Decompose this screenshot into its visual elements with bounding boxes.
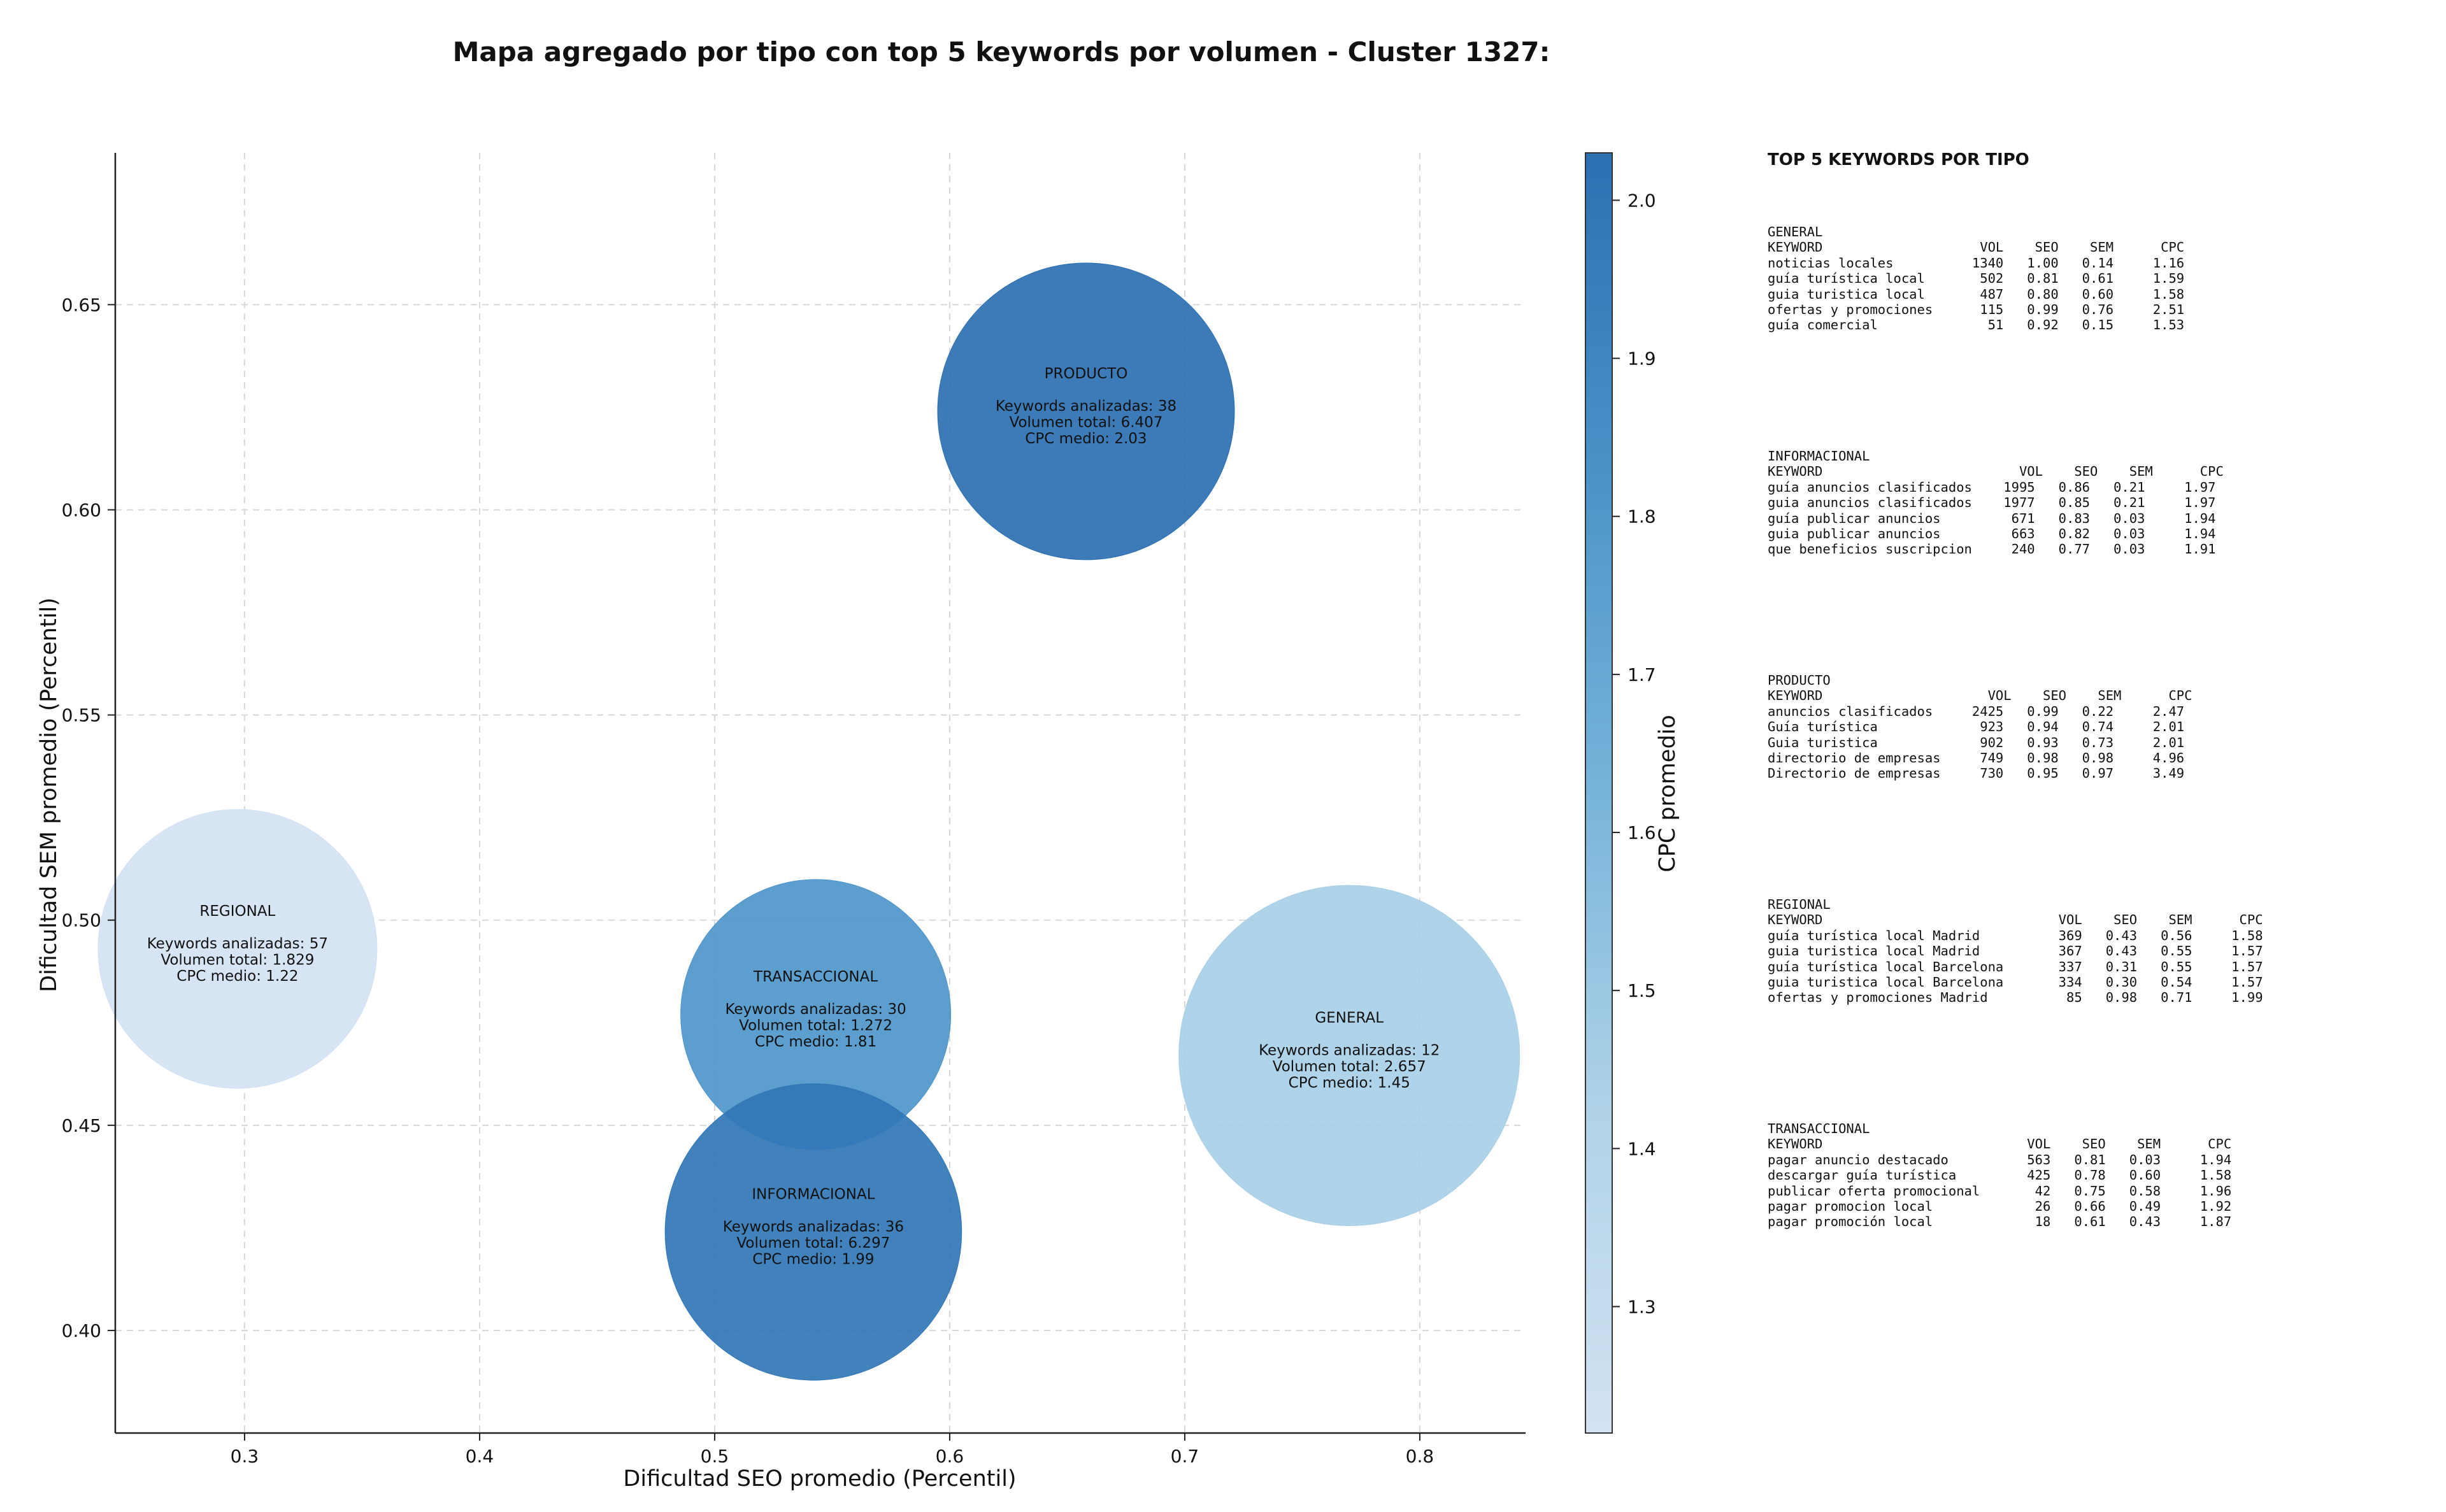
- bubble-informacional: [664, 1083, 962, 1381]
- bubble-label-transaccional: Volumen total: 1.272: [739, 1017, 892, 1034]
- colorbar-tick-label: 2.0: [1627, 190, 1656, 211]
- axes: 0.3 0.4 0.5 0.6 0.7 0.8 0.40 0.45 0.50 0.55 0.60 0.…: [62, 153, 1526, 1467]
- bubble-regional: [97, 809, 378, 1089]
- keywords-table-producto: PRODUCTO KEYWORD VOL SEO SEM CPC anuncio…: [1768, 673, 2192, 781]
- colorbar-tick-label: 1.8: [1627, 506, 1656, 527]
- keywords-block-regional: REGIONAL KEYWORD VOL SEO SEM CPC guía tu…: [1768, 897, 2405, 1121]
- bubble-label-general: Keywords analizadas: 12: [1259, 1042, 1440, 1059]
- y-tick-label: 0.40: [62, 1320, 101, 1341]
- y-tick-label: 0.55: [62, 705, 101, 726]
- bubble-label-informacional: Keywords analizadas: 36: [723, 1218, 904, 1235]
- colorbar-tick-label: 1.9: [1627, 348, 1656, 369]
- colorbar-gradient: [1585, 152, 1613, 1434]
- bubble-label-regional: REGIONAL: [199, 903, 275, 920]
- x-axis-label: Dificultad SEO promedio (Percentil): [623, 1466, 1016, 1492]
- colorbar-label: CPC promedio: [1655, 715, 1680, 872]
- bubble-label-regional: CPC medio: 1.22: [176, 968, 298, 985]
- bubble-label-informacional: CPC medio: 1.99: [752, 1251, 874, 1267]
- bubble-label-producto: CPC medio: 2.03: [1025, 431, 1147, 447]
- y-tick-label: 0.60: [62, 499, 101, 520]
- y-axis-label: Dificultad SEM promedio (Percentil): [36, 597, 62, 992]
- keywords-block-transaccional: TRANSACCIONAL KEYWORD VOL SEO SEM CPC pa…: [1768, 1121, 2405, 1345]
- colorbar-tick-label: 1.4: [1627, 1138, 1656, 1159]
- bubble-producto: [937, 262, 1235, 560]
- keywords-table-transaccional: TRANSACCIONAL KEYWORD VOL SEO SEM CPC pa…: [1768, 1121, 2232, 1230]
- x-tick-label: 0.5: [701, 1446, 729, 1467]
- x-tick-label: 0.6: [936, 1446, 964, 1467]
- x-tick-label: 0.4: [466, 1446, 494, 1467]
- bubble-general: [1178, 885, 1520, 1227]
- y-tick-label: 0.50: [62, 910, 101, 931]
- keywords-block-general: GENERAL KEYWORD VOL SEO SEM CPC noticias…: [1768, 224, 2405, 448]
- bubble-label-general: GENERAL: [1315, 1009, 1384, 1026]
- bubble-label-informacional: INFORMACIONAL: [752, 1186, 875, 1202]
- colorbar-tick-label: 1.3: [1627, 1296, 1656, 1317]
- x-tick-label: 0.7: [1171, 1446, 1199, 1467]
- keywords-table-informacional: INFORMACIONAL KEYWORD VOL SEO SEM CPC gu…: [1768, 448, 2224, 557]
- keywords-table-regional: REGIONAL KEYWORD VOL SEO SEM CPC guía tu…: [1768, 897, 2263, 1006]
- top-keywords-title: TOP 5 KEYWORDS POR TIPO: [1768, 150, 2029, 169]
- x-tick-label: 0.8: [1406, 1446, 1434, 1467]
- bubble-label-regional: Volumen total: 1.829: [161, 952, 314, 968]
- bubble-label-informacional: Volumen total: 6.297: [736, 1235, 890, 1252]
- colorbar-tick-label: 1.7: [1627, 664, 1656, 685]
- bubble-label-producto: Volumen total: 6.407: [1010, 414, 1163, 431]
- bubble-label-general: Volumen total: 2.657: [1273, 1059, 1426, 1075]
- colorbar: 1.3 1.4 1.5 1.6 1.7 1.8 1.9 2.0: [1585, 152, 1656, 1434]
- bubble-label-transaccional: Keywords analizadas: 30: [725, 1001, 906, 1018]
- bubble-label-transaccional: CPC medio: 1.81: [755, 1034, 876, 1050]
- x-tick-label: 0.3: [231, 1446, 259, 1467]
- top-keywords-panel: TOP 5 KEYWORDS POR TIPO GENERAL KEYWORD …: [1768, 150, 2405, 1345]
- y-tick-label: 0.45: [62, 1115, 101, 1136]
- bubble-label-producto: Keywords analizadas: 38: [996, 398, 1177, 415]
- y-tick-label: 0.65: [62, 294, 101, 315]
- bubble-label-producto: PRODUCTO: [1045, 366, 1128, 382]
- chart-title: Mapa agregado por tipo con top 5 keyword…: [453, 36, 1550, 68]
- colorbar-tick-label: 1.6: [1627, 822, 1656, 843]
- keywords-table-general: GENERAL KEYWORD VOL SEO SEM CPC noticias…: [1768, 224, 2185, 333]
- bubble-label-transaccional: TRANSACCIONAL: [753, 969, 878, 985]
- bubble-label-regional: Keywords analizadas: 57: [147, 936, 328, 952]
- keywords-block-producto: PRODUCTO KEYWORD VOL SEO SEM CPC anuncio…: [1768, 673, 2405, 897]
- bubble-label-general: CPC medio: 1.45: [1289, 1074, 1410, 1091]
- colorbar-tick-label: 1.5: [1627, 980, 1656, 1001]
- keywords-block-informacional: INFORMACIONAL KEYWORD VOL SEO SEM CPC gu…: [1768, 448, 2405, 673]
